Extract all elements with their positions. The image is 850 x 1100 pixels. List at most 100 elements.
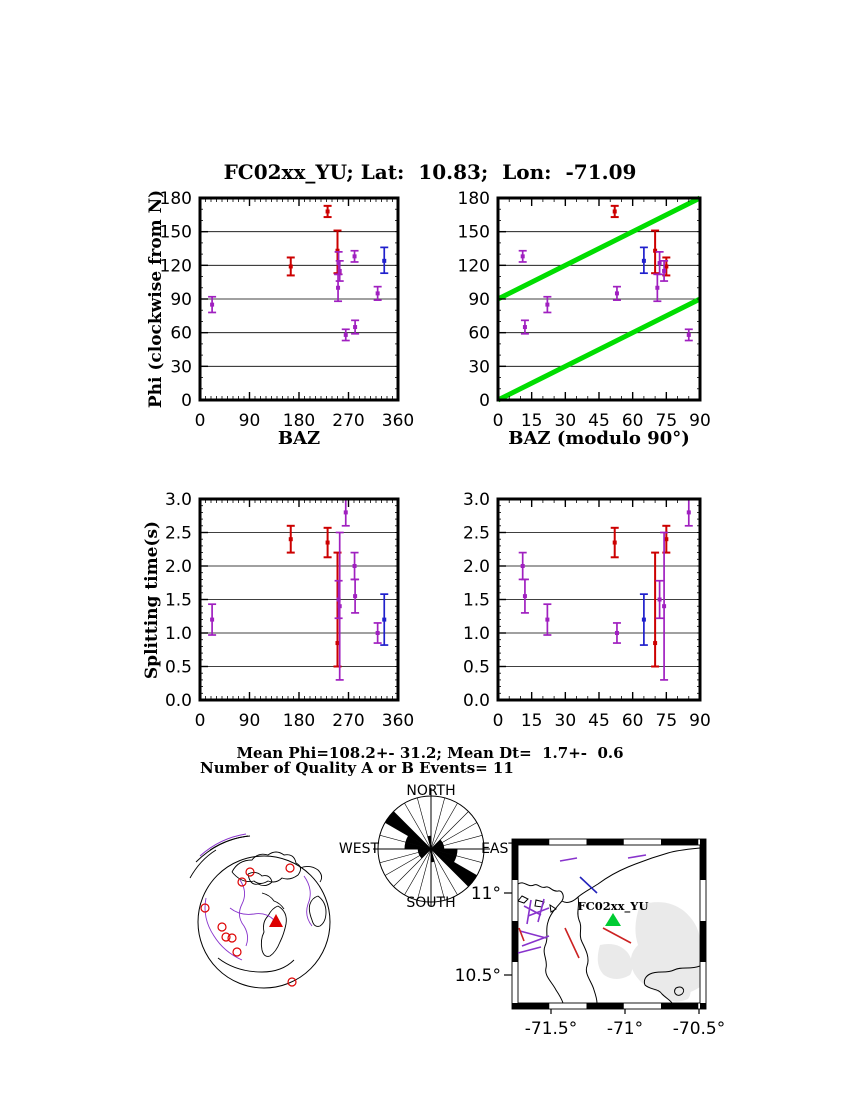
globe-event-circle [217,922,227,932]
svg-text:0: 0 [493,711,504,731]
svg-text:90: 90 [689,711,711,731]
svg-text:90: 90 [468,290,490,310]
globe-event-circle [237,877,247,887]
svg-text:0.0: 0.0 [463,691,490,711]
svg-text:360: 360 [382,411,414,431]
svg-text:30: 30 [555,411,577,431]
globe-event-circle [245,867,255,877]
svg-text:0: 0 [479,391,490,411]
map-splitting-vector-purple [523,905,542,916]
svg-text:1.5: 1.5 [463,591,490,611]
svg-text:120: 120 [160,256,192,276]
svg-text:3.0: 3.0 [463,490,490,510]
svg-text:0: 0 [195,411,206,431]
globe-event-circle [232,947,242,957]
svg-text:180: 180 [160,189,192,209]
map-splitting-vector-purple [627,854,647,859]
svg-text:60: 60 [622,711,644,731]
svg-text:11°: 11° [471,884,501,904]
svg-text:2.0: 2.0 [463,557,490,577]
baz-mod90-axis-label: BAZ (modulo 90°) [508,428,690,449]
svg-text:0: 0 [493,411,504,431]
globe-station-triangle [269,914,283,927]
svg-text:90: 90 [239,411,261,431]
map-splitting-vector-purple [559,857,578,862]
map-splitting-vector-red [602,927,632,944]
svg-text:0: 0 [181,391,192,411]
globe-event-circle [200,903,210,913]
map-station-triangle [605,913,621,926]
svg-text:60: 60 [468,324,490,344]
map-splitting-vector-blue [579,876,598,894]
svg-text:1.5: 1.5 [165,591,192,611]
svg-text:-70.5°: -70.5° [673,1019,726,1039]
svg-text:360: 360 [382,711,414,731]
svg-text:-71°: -71° [607,1019,643,1039]
svg-text:1.0: 1.0 [165,624,192,644]
svg-text:270: 270 [332,411,364,431]
map-splitting-vector-red [518,927,525,942]
map-splitting-vector-purple [521,935,550,947]
svg-text:45: 45 [588,411,610,431]
svg-text:30: 30 [468,357,490,377]
chart-phi-vs-baz-mod90: 0 15 30 45 60 75 90 0 30 60 90 120 150 180 [458,189,711,431]
svg-text:0: 0 [195,711,206,731]
map-splitting-vector-red [564,927,580,959]
svg-text:90: 90 [689,411,711,431]
svg-text:3.0: 3.0 [165,490,192,510]
svg-text:15: 15 [521,411,543,431]
svg-text:180: 180 [458,189,490,209]
svg-text:-71.5°: -71.5° [525,1019,578,1039]
chart-phi-vs-baz: 0 90 180 270 360 0 30 60 90 120 150 180 [160,189,415,431]
rose-west-label: WEST [338,841,380,857]
globe-event-circle [221,932,231,942]
svg-text:75: 75 [656,711,678,731]
map-coastlines [518,847,700,1003]
svg-text:120: 120 [458,256,490,276]
mean-stats-text: Mean Phi=108.2+- 31.2; Mean Dt= 1.7+- 0.… [236,744,624,762]
baz-axis-label: BAZ [277,428,321,449]
svg-text:45: 45 [588,711,610,731]
svg-text:60: 60 [170,324,192,344]
svg-text:30: 30 [170,357,192,377]
region-map: -71.5° -71° -70.5° 11° 10.5° FC02xx_YU [455,838,726,1039]
svg-text:75: 75 [656,411,678,431]
svg-text:150: 150 [160,223,192,243]
globe-plate-boundaries [199,833,313,961]
svg-text:30: 30 [555,711,577,731]
svg-text:0.5: 0.5 [463,658,490,678]
svg-text:270: 270 [332,711,364,731]
svg-text:0.0: 0.0 [165,691,192,711]
svg-text:150: 150 [458,223,490,243]
rose-east-label: EAST [481,841,517,857]
svg-text:60: 60 [622,411,644,431]
map-terrain-shading [597,902,700,1002]
svg-text:90: 90 [239,711,261,731]
figure-title: FC02xx_YU; Lat: 10.83; Lon: -71.09 [223,160,637,184]
svg-text:2.0: 2.0 [165,557,192,577]
globe-event-circle [287,977,297,987]
svg-text:2.5: 2.5 [463,524,490,544]
globe-outline [197,855,331,989]
map-splitting-vector-purple [517,946,542,954]
globe-event-circle [227,933,237,943]
chart-dt-vs-baz-mod90: 0 15 30 45 60 75 90 0.0 0.5 1.0 1.5 2.0 2.5 3.0 [463,490,711,731]
svg-text:0.5: 0.5 [165,658,192,678]
map-splitting-vector-purple [527,907,550,917]
map-station-label: FC02xx_YU [577,899,648,914]
svg-text:15: 15 [521,711,543,731]
rose-diagram [373,788,490,906]
map-splitting-vector-purple [519,930,547,939]
globe-map [189,833,331,989]
map-splitting-vector-purple [526,899,532,925]
event-count-text: Number of Quality A or B Events= 11 [200,759,514,777]
svg-text:2.5: 2.5 [165,524,192,544]
chart-dt-vs-baz: 0 90 180 270 360 0.0 0.5 1.0 1.5 2.0 2.5 3.0 [165,490,414,731]
svg-text:180: 180 [283,711,315,731]
globe-continents [189,835,327,973]
svg-text:180: 180 [283,411,315,431]
map-splitting-vector-purple [537,898,545,923]
svg-text:1.0: 1.0 [463,624,490,644]
svg-text:10.5°: 10.5° [455,966,501,986]
globe-event-circle [285,863,295,873]
